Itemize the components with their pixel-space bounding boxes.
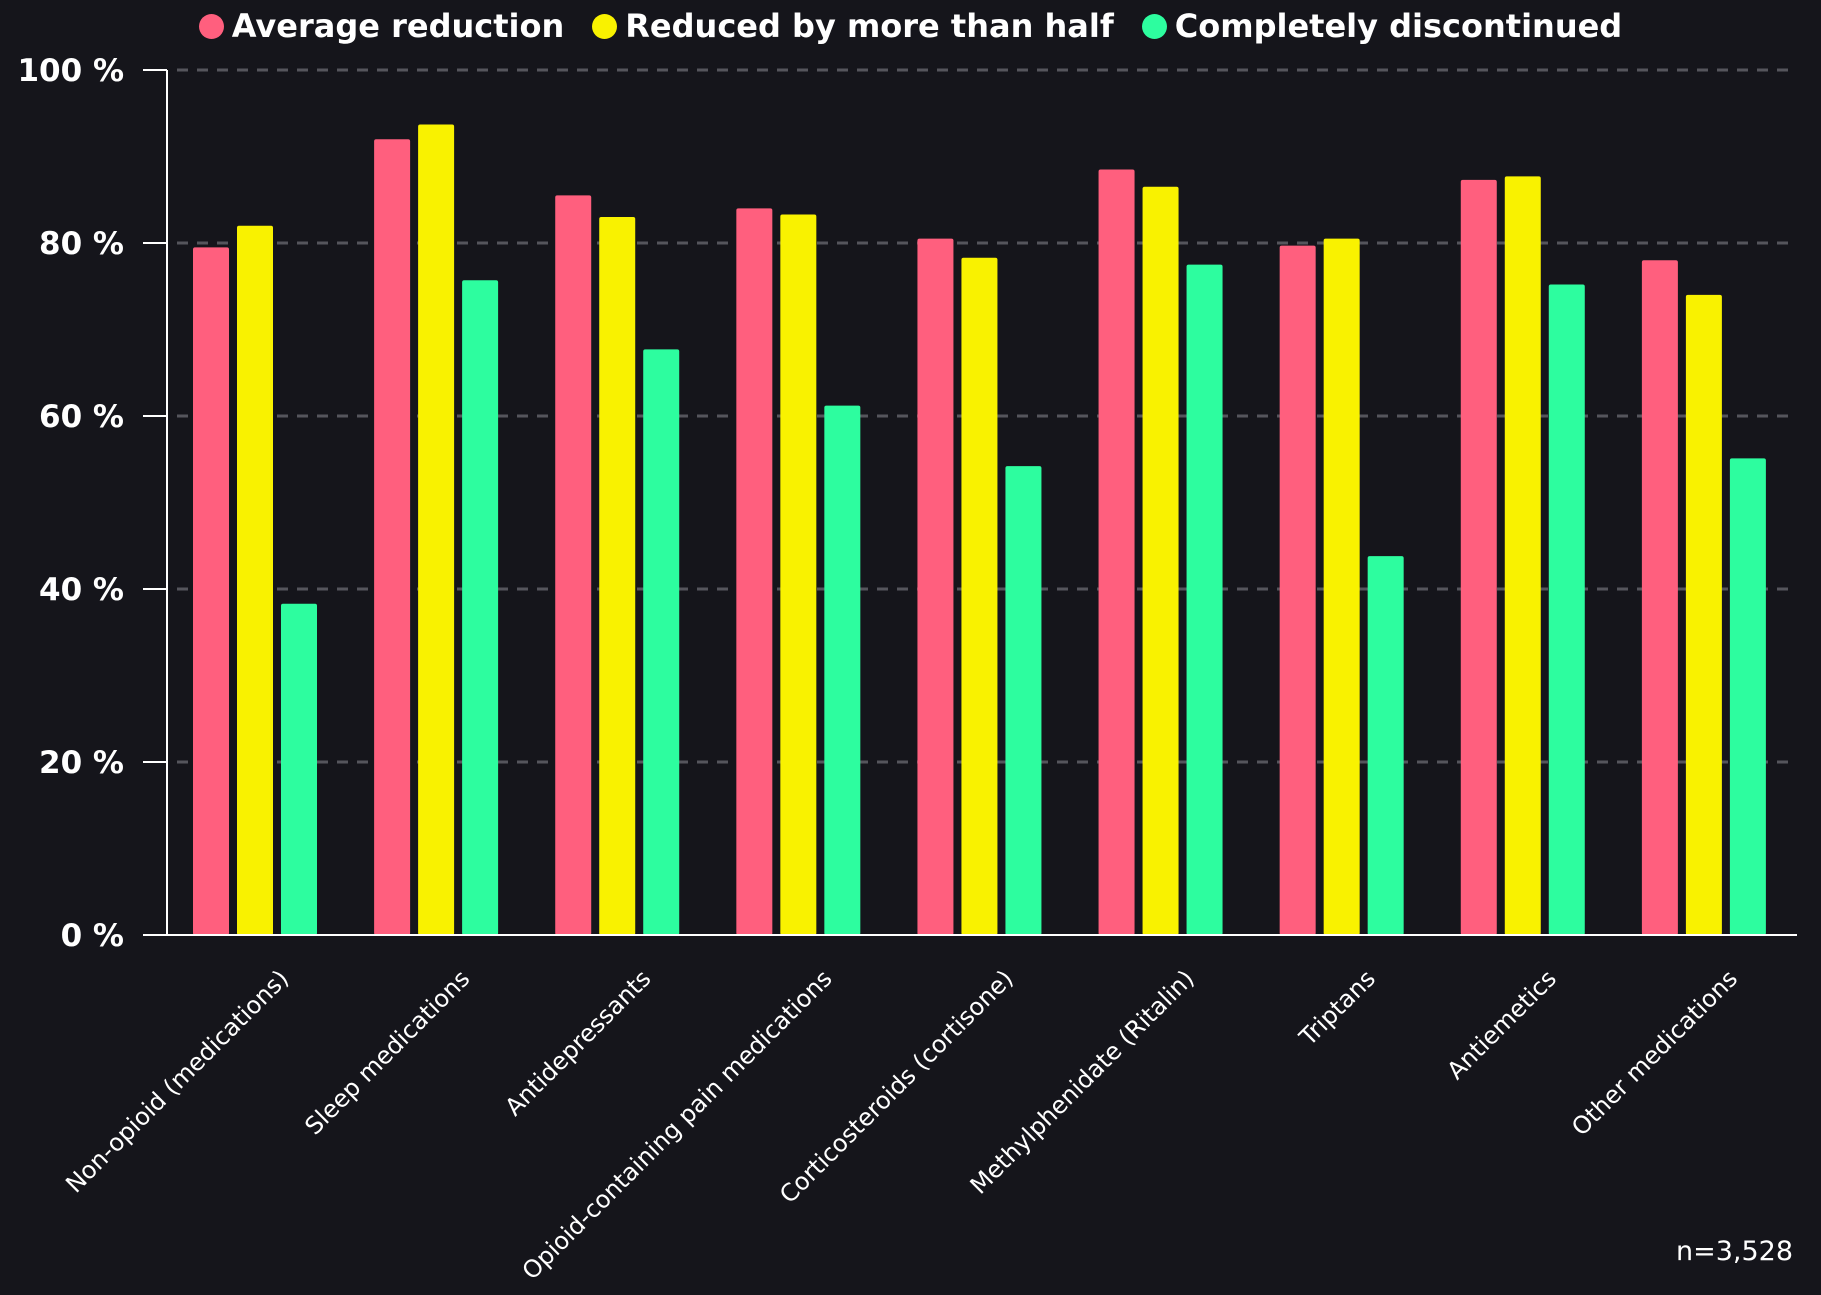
legend-swatch — [1142, 14, 1167, 39]
bar — [1686, 295, 1722, 935]
y-tick-label: 0 % — [61, 918, 124, 954]
x-tick-label: Non-opioid (medications) — [60, 964, 294, 1198]
legend-swatch — [592, 14, 617, 39]
bar — [1280, 246, 1316, 935]
bar — [917, 239, 953, 935]
bar — [824, 406, 860, 935]
y-tick-label: 80 % — [39, 226, 124, 262]
x-tick-labels: Non-opioid (medications) Sleep medication… — [60, 964, 1743, 1285]
legend-label: Average reduction — [232, 6, 564, 46]
x-tick-label: Other medications — [1566, 964, 1743, 1141]
x-tick-label: Antidepressants — [500, 964, 657, 1121]
legend-item: Completely discontinued — [1142, 6, 1622, 46]
x-tick-label: Triptans — [1293, 964, 1380, 1051]
bar — [1143, 187, 1179, 935]
legend: Average reduction Reduced by more than ha… — [0, 6, 1821, 46]
bar — [1505, 176, 1541, 935]
bar — [1461, 180, 1497, 935]
sample-size-annotation: n=3,528 — [1676, 1236, 1793, 1267]
x-tick-label: Sleep medications — [299, 964, 475, 1140]
bar-group — [1099, 169, 1223, 935]
bar-group — [374, 124, 498, 935]
x-tick-label: Antiemetics — [1442, 964, 1562, 1084]
bar — [1005, 466, 1041, 935]
legend-label: Completely discontinued — [1175, 6, 1622, 46]
bar — [1099, 169, 1135, 935]
bar — [1549, 285, 1585, 935]
bar-group — [1642, 260, 1766, 935]
bar — [374, 139, 410, 935]
bar — [643, 349, 679, 935]
bar — [462, 280, 498, 935]
y-tick-label: 60 % — [39, 399, 124, 435]
bar-group — [1280, 239, 1404, 935]
bar — [193, 247, 229, 935]
y-tick-label: 20 % — [39, 745, 124, 781]
bar — [1642, 260, 1678, 935]
bar — [237, 226, 273, 935]
bar-group — [1461, 176, 1585, 935]
x-tick-label: Opioid-containing pain medications — [517, 964, 838, 1285]
bar-group — [917, 239, 1041, 935]
bar — [961, 258, 997, 935]
y-tick-labels: 0 % 20 % 40 % 60 % 80 % 100 % — [17, 53, 124, 954]
bar — [1368, 556, 1404, 935]
bar — [1187, 265, 1223, 935]
bar — [281, 604, 317, 935]
bar-group — [193, 226, 317, 935]
bar-group — [736, 208, 860, 935]
bar — [1730, 458, 1766, 935]
legend-item: Average reduction — [199, 6, 564, 46]
bar-group — [555, 195, 679, 935]
bar-groups — [193, 124, 1766, 935]
bar — [736, 208, 772, 935]
legend-label: Reduced by more than half — [625, 6, 1113, 46]
bar — [1324, 239, 1360, 935]
legend-swatch — [199, 14, 224, 39]
bar — [780, 214, 816, 935]
bar — [599, 217, 635, 935]
y-tick-label: 100 % — [17, 53, 124, 89]
y-tick-label: 40 % — [39, 572, 124, 608]
bar — [418, 124, 454, 935]
legend-item: Reduced by more than half — [592, 6, 1113, 46]
bar — [555, 195, 591, 935]
